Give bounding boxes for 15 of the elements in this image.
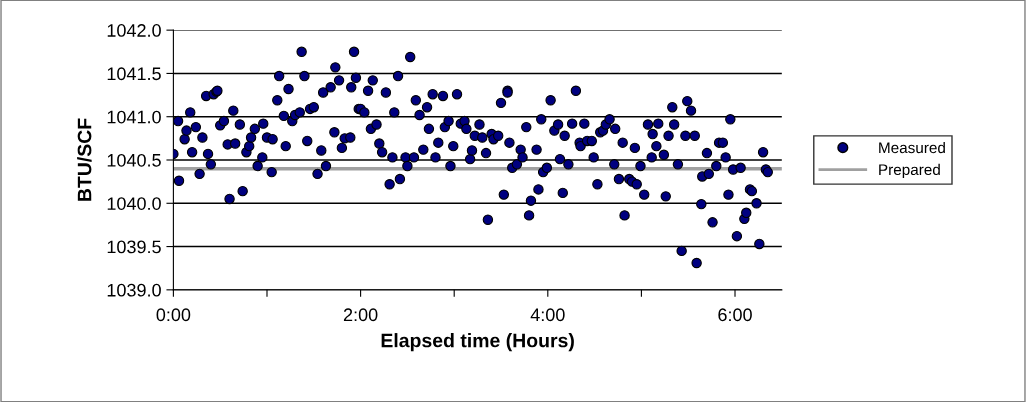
x-tick-label: 4:00 <box>530 308 565 322</box>
x-tick-label: 2:00 <box>343 308 378 322</box>
y-tick-label: 1041.0 <box>107 110 161 124</box>
x-tick-label: 0:00 <box>156 308 191 322</box>
y-tick-label: 1039.0 <box>107 283 161 297</box>
x-tick-label: 6:00 <box>718 308 752 322</box>
y-tick-label: 1040.0 <box>107 197 161 210</box>
y-tick-label: 1040.5 <box>107 153 161 167</box>
x-axis-title: Elapsed time (Hours) <box>381 333 574 352</box>
legend-label: Measured <box>879 141 945 154</box>
y-tick-label: 1039.5 <box>107 240 161 254</box>
y-tick-label: 1041.5 <box>107 67 161 81</box>
y-tick-label: 1042.0 <box>107 24 161 37</box>
legend-label: Prepared <box>879 163 940 179</box>
y-axis-title: BTU/SCF <box>77 118 92 201</box>
